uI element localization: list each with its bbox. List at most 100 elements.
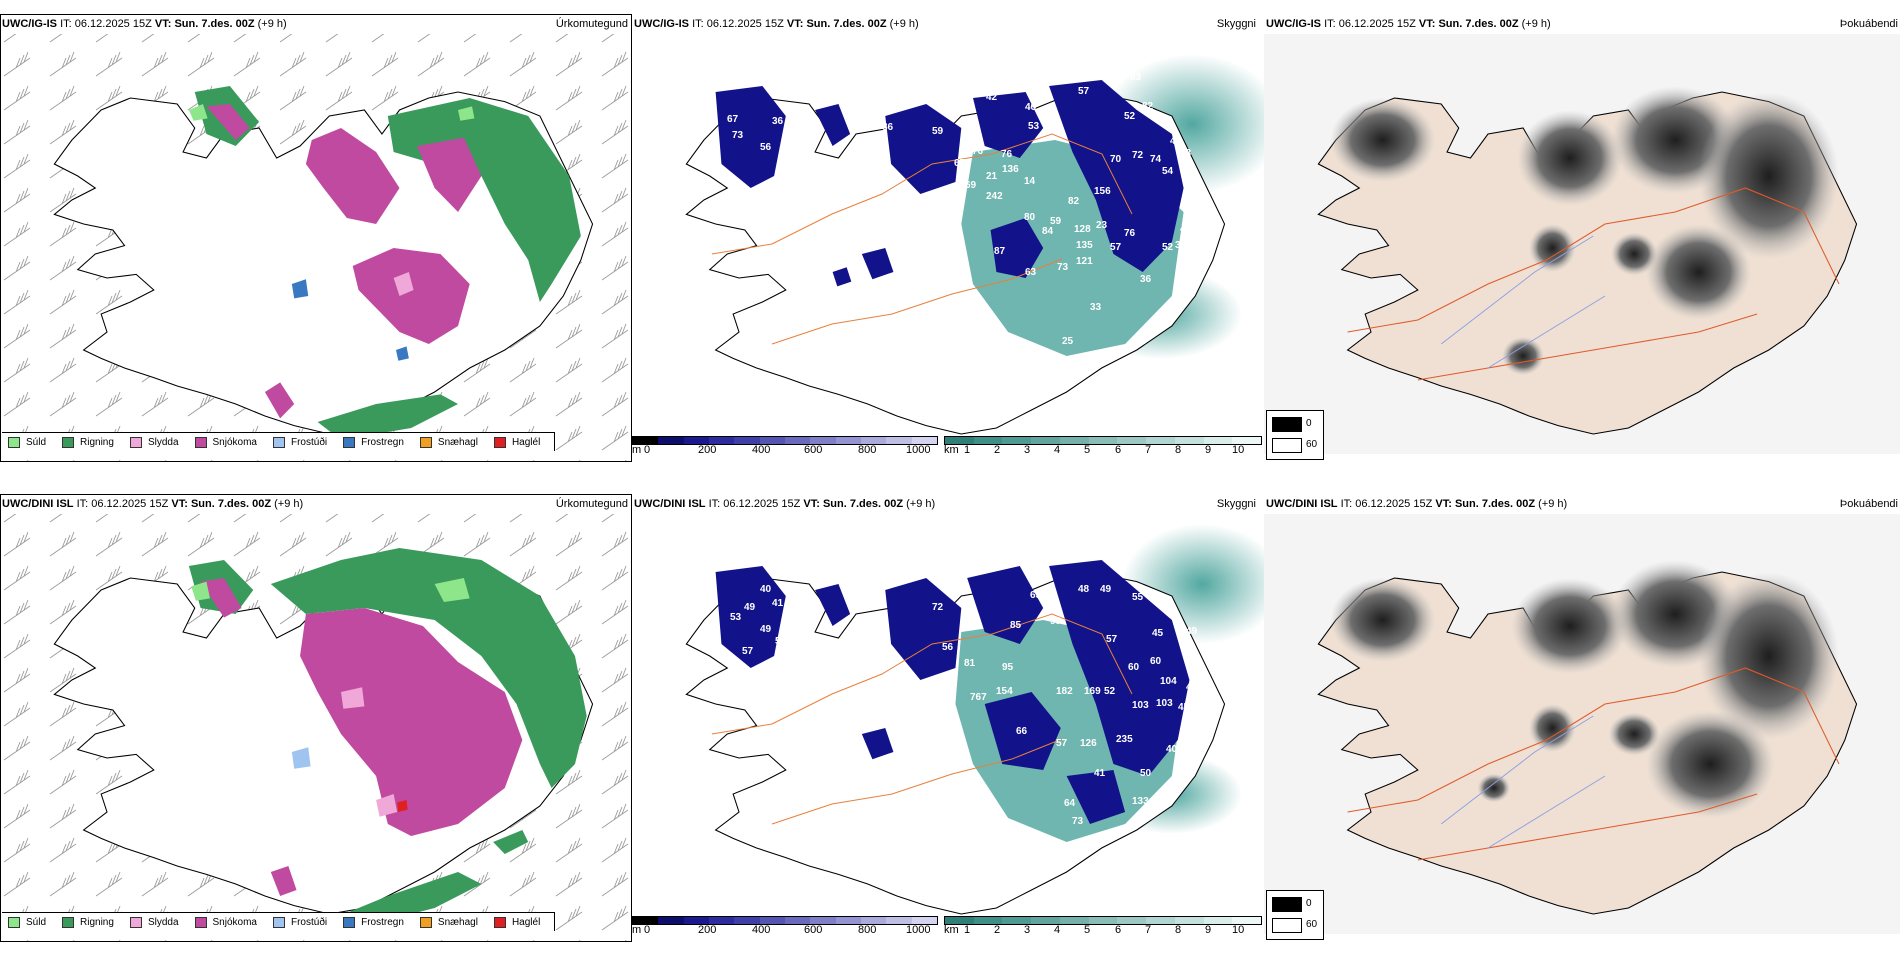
it-value: 06.12.2025 15Z <box>723 498 801 510</box>
cloud-label: 58 <box>775 636 787 647</box>
cloud-label: 59 <box>932 126 944 137</box>
cloud-label: 47 <box>1190 178 1202 189</box>
panel-title: Skyggni <box>1216 498 1256 510</box>
cloud-label: 121 <box>1076 256 1093 267</box>
precip-type-map <box>1 514 631 941</box>
cloud-label: 82 <box>1068 196 1080 207</box>
legend-label: Snæhagl <box>437 436 478 448</box>
precip-legend: Súld Rigning Slydda Snjókoma Frostúði Fr… <box>2 912 556 931</box>
cloud-base-scale: m 0 200 400 600 800 1000 <box>632 436 942 458</box>
panel-header: UWC/DINI ISL IT: 06.12.2025 15Z VT: Sun.… <box>2 498 303 510</box>
cloud-label: 126 <box>1080 738 1097 749</box>
vt-label: VT: <box>803 498 820 510</box>
fog-scale-label: 60 <box>1306 439 1318 450</box>
cloud-label: 84 <box>1042 226 1054 237</box>
cloud-label: 53 <box>1028 121 1040 132</box>
panel-title: Úrkomutegund <box>555 498 628 510</box>
model-name: UWC/IG-IS <box>634 18 689 30</box>
map-frame <box>0 14 632 462</box>
legend-swatch <box>8 436 20 448</box>
cloud-label: 64 <box>1064 798 1076 809</box>
cloud-label: 133 <box>1132 796 1149 807</box>
cloud-label: 67 <box>954 158 966 169</box>
cloud-label: 42 <box>938 394 950 405</box>
scale-tick: 800 <box>858 924 877 936</box>
drizzle-area <box>188 104 475 121</box>
fog-scale-label: 60 <box>1306 919 1318 930</box>
map-frame <box>0 494 632 942</box>
legend-item-rain: Rigning <box>62 916 114 928</box>
cloud-label: 64 <box>928 722 940 733</box>
legend-item-drizzle: Súld <box>8 436 46 448</box>
cloud-label: 128 <box>1074 224 1091 235</box>
legend-swatch <box>272 916 285 928</box>
scale-tick: 1000 <box>906 444 931 456</box>
cloud-label: 23 <box>1096 220 1108 231</box>
fog-swatch-dark <box>1272 897 1302 912</box>
cloud-label: 56 <box>942 642 954 653</box>
scale-tick: 8 <box>1175 924 1182 936</box>
legend-swatch <box>272 436 285 448</box>
cloud-label: 53 <box>772 178 784 189</box>
cloud-label: 21 <box>986 171 998 182</box>
cloud-label: 73 <box>732 130 744 141</box>
cloud-label: 41 <box>772 598 784 609</box>
roads <box>1347 667 1840 861</box>
cloud-label: 45 <box>1152 628 1164 639</box>
cloud-label: 60 <box>1128 662 1140 673</box>
scale-tick: 1 <box>964 924 971 936</box>
freezing-rain-area <box>291 279 409 361</box>
visibility-colorbar <box>944 436 1262 445</box>
cloud-label: 182 <box>1056 686 1073 697</box>
scale-tick: 5 <box>1084 444 1091 456</box>
fog-scale-label: 0 <box>1306 898 1312 909</box>
cloud-label: 14 <box>1024 176 1036 187</box>
cloud-label: 53 <box>730 612 742 623</box>
cloud-label: 30 <box>1175 240 1187 251</box>
visibility-scale: km 1 2 3 4 5 6 7 8 9 10 <box>944 436 1262 458</box>
legend-item-sleet: Slydda <box>129 916 179 928</box>
fog-swatch-light <box>1272 918 1302 933</box>
lead-offset: (+9 h) <box>257 18 287 30</box>
legend-label: Slydda <box>147 916 179 928</box>
cloud-label: 767 <box>970 692 987 703</box>
it-label: IT: <box>1324 18 1336 30</box>
cloud-base-labels: 57 54 72 67 73 36 56 49 53 89 86 47 42 4… <box>727 60 1202 405</box>
cloud-label: 73 <box>1057 262 1069 273</box>
scale-tick: 2 <box>994 924 1001 936</box>
cloud-label: 89 <box>750 188 762 199</box>
legend-swatch <box>194 916 207 928</box>
lead-offset: (+9 h) <box>906 498 936 510</box>
legend-swatch <box>493 436 506 448</box>
fog-map <box>1264 34 1900 454</box>
low-cloud-area <box>715 80 1184 287</box>
scale-tick: 10 <box>1232 924 1245 936</box>
cloud-label: 54 <box>762 62 774 73</box>
cloud-base-scale: m 0 200 400 600 800 1000 <box>632 916 942 938</box>
cloud-label: 76 <box>1001 149 1013 160</box>
scale-tick: 8 <box>1175 444 1182 456</box>
cloud-label: 21 <box>934 352 946 363</box>
fog-panel-row2: UWC/DINI ISL IT: 06.12.2025 15Z VT: Sun.… <box>1264 494 1900 954</box>
legend-swatch <box>129 916 142 928</box>
vt-label: VT: <box>1435 498 1452 510</box>
scale-tick: 3 <box>1024 444 1031 456</box>
fog-shading <box>1330 86 1839 376</box>
roads <box>711 133 1133 345</box>
legend-label: Haglél <box>511 916 541 928</box>
vt-label: VT: <box>786 18 804 30</box>
cloud-label: 25 <box>1062 336 1074 347</box>
cloud-label: 59 <box>944 374 956 385</box>
legend-item-rain: Rigning <box>62 436 114 448</box>
cloud-label: 48 <box>1078 584 1090 595</box>
lead-offset: (+9 h) <box>889 18 919 30</box>
scale-tick: 7 <box>1145 444 1152 456</box>
lead-offset: (+9 h) <box>1521 18 1551 30</box>
precip-legend: Súld Rigning Slydda Snjókoma Frostúði Fr… <box>2 432 556 451</box>
cloud-label: 47 <box>944 249 956 260</box>
scale-tick: 9 <box>1205 924 1212 936</box>
cloud-visibility-map: 68 51 47 53 40 41 49 49 57 58 60 58 72 5… <box>685 524 1264 915</box>
cloud-label: 104 <box>1160 676 1177 687</box>
cloud-label: 89 <box>928 332 940 343</box>
cloud-label: 57 <box>1056 738 1068 749</box>
